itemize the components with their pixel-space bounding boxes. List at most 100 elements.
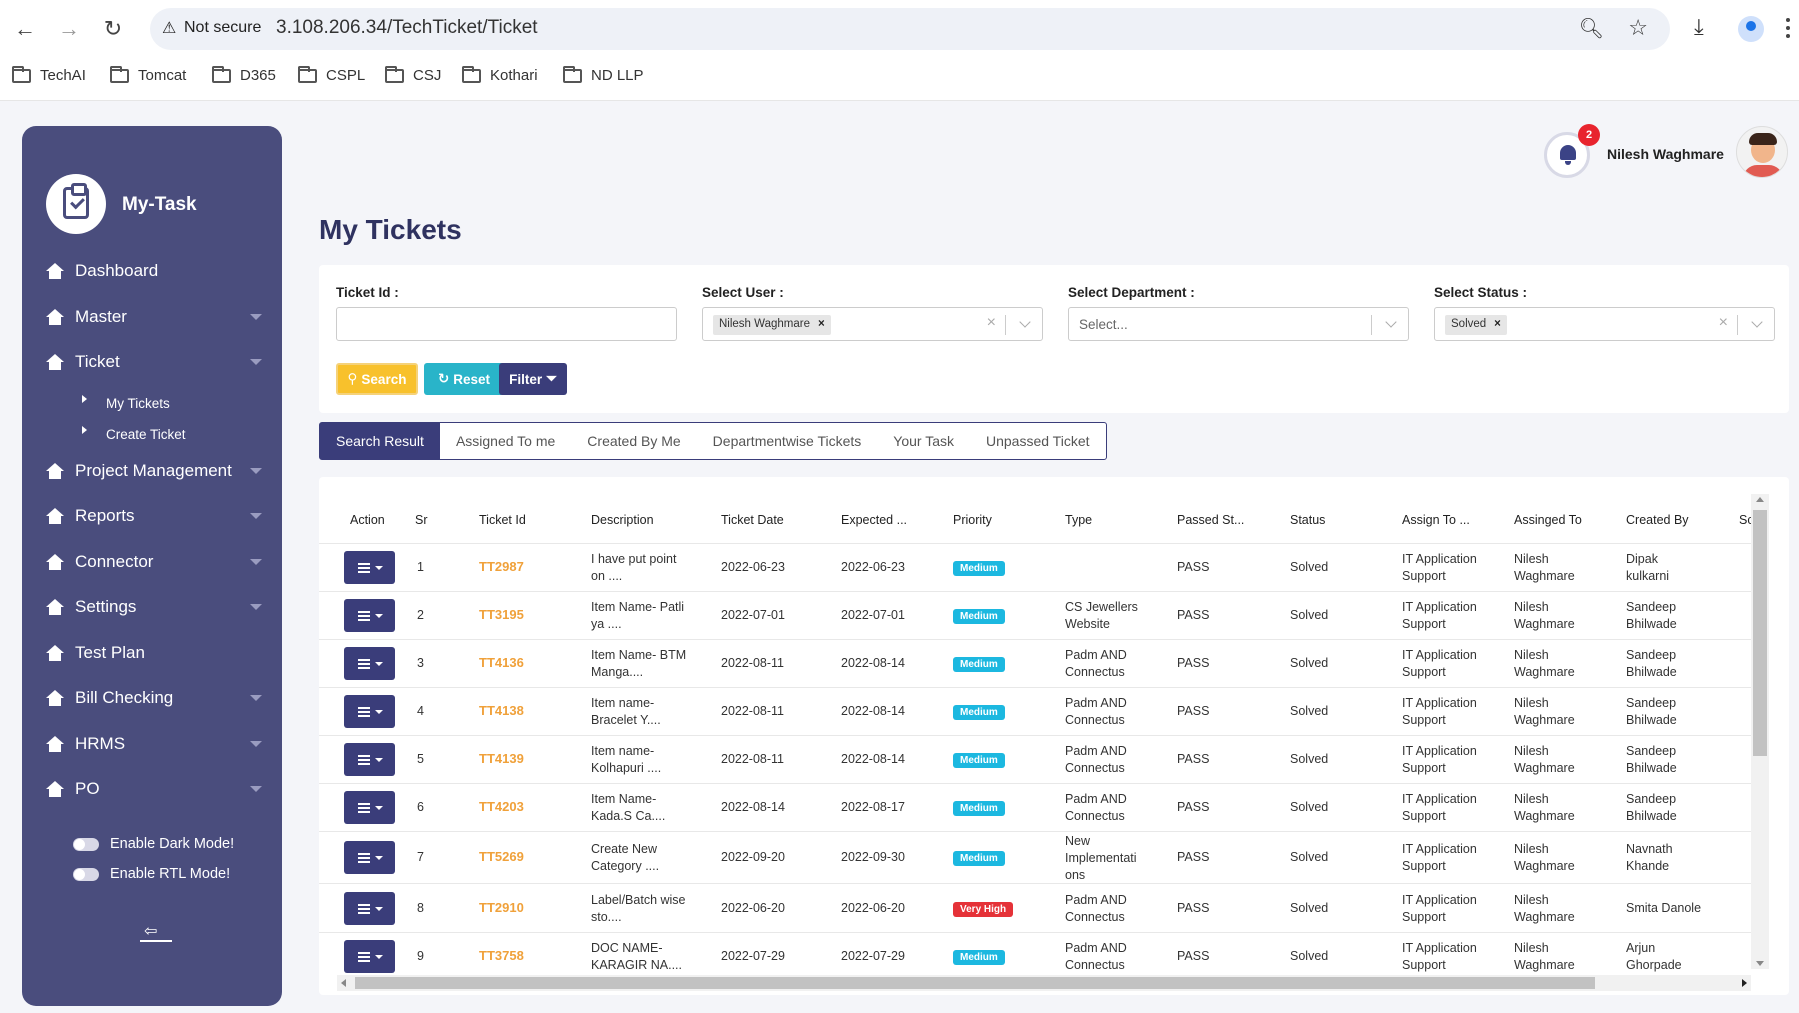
row-action-button[interactable] [344,940,395,973]
bookmark-folder[interactable]: Kothari [462,65,538,84]
column-header[interactable]: Sr [415,513,428,527]
column-header[interactable]: Description [591,513,654,527]
clear-icon[interactable]: × [986,314,996,331]
chevron-down-icon[interactable] [1385,316,1397,328]
column-header[interactable]: Action [350,513,385,527]
column-header[interactable]: Ticket Id [479,513,526,527]
table-row[interactable]: 6 TT4203 Item Name- Kada.S Ca.... 2022-08-14… [319,783,1751,831]
scroll-left-icon[interactable] [341,979,346,987]
column-header[interactable]: Assinged To [1514,513,1582,527]
bookmark-folder[interactable]: TechAI [12,65,86,84]
sidebar-subitem-create-ticket[interactable]: Create Ticket [82,426,186,442]
column-header[interactable]: Priority [953,513,992,527]
dark-mode-toggle[interactable] [73,837,99,851]
sidebar-item-project-management[interactable]: Project Management [46,456,262,486]
column-header[interactable]: Ticket Date [721,513,784,527]
avatar[interactable] [1736,126,1788,178]
rtl-mode-toggle-row[interactable]: Enable RTL Mode! [73,866,230,882]
sidebar-item-ticket[interactable]: Ticket [46,347,262,377]
column-header[interactable]: Created By [1626,513,1689,527]
reset-button[interactable]: ↻ Reset [424,363,504,395]
ticket-id-link[interactable]: TT4138 [479,703,524,718]
table-row[interactable]: 3 TT4136 Item Name- BTM Manga.... 2022-08-11… [319,639,1751,687]
filter-button[interactable]: Filter ⏷ [499,363,567,395]
table-row[interactable]: 2 TT3195 Item Name- Patli ya .... 2022-07-01… [319,591,1751,639]
ticket-id-link[interactable]: TT4136 [479,655,524,670]
tab-unpassed-ticket[interactable]: Unpassed Ticket [986,433,1090,449]
column-header[interactable]: Assign To ... [1402,513,1470,527]
row-action-button[interactable] [344,599,395,632]
download-icon[interactable]: ⤓ [1694,14,1704,39]
column-header[interactable]: Passed St... [1177,513,1245,527]
ticket-id-link[interactable]: TT2910 [479,899,524,915]
table-row[interactable]: 4 TT4138 Item name- Bracelet Y.... 2022-08-1… [319,687,1751,735]
row-action-button[interactable] [344,791,395,824]
row-action-button[interactable] [344,647,395,680]
tab-assigned-to-me[interactable]: Assigned To me [455,433,556,449]
tab-departmentwise-tickets[interactable]: Departmentwise Tickets [712,433,862,449]
back-icon[interactable]: ← [14,16,36,41]
column-header[interactable]: Status [1290,513,1326,527]
bookmark-folder[interactable]: D365 [212,65,276,84]
profile-icon[interactable] [1738,16,1764,42]
ticket-id-link[interactable]: TT3758 [479,948,524,963]
bookmark-folder[interactable]: CSPL [298,65,365,84]
clear-icon[interactable]: × [1718,314,1728,331]
row-action-button[interactable] [344,841,395,874]
select-status-dropdown[interactable]: Solved × × [1434,307,1775,341]
address-bar[interactable]: ⚠ Not secure 3.108.206.34/TechTicket/Tic… [150,8,1670,50]
table-row[interactable]: 8 TT2910 Label/Batch wise sto.... 2022-06-20… [319,883,1751,932]
row-action-button[interactable] [344,743,395,776]
table-row[interactable]: 5 TT4139 Item name- Kolhapuri .... 2022-08-1… [319,735,1751,783]
ticket-id-input[interactable] [336,307,677,341]
sidebar-item-dashboard[interactable]: Dashboard [46,256,262,286]
tab-search-result[interactable]: Search Result [320,423,440,459]
column-header[interactable]: Type [1065,513,1093,527]
sidebar-item-reports[interactable]: Reports [46,501,262,531]
vertical-scrollbar[interactable] [1751,494,1769,969]
sidebar-item-master[interactable]: Master [46,302,262,332]
menu-kebab-icon[interactable] [1786,18,1790,40]
search-button[interactable]: ⚲ Search [336,363,418,395]
dark-mode-toggle-row[interactable]: Enable Dark Mode! [73,836,234,852]
row-action-button[interactable] [344,891,395,925]
zoom-icon[interactable]: 🔍︎ [1578,18,1604,40]
sidebar-item-test-plan[interactable]: Test Plan [46,638,262,668]
table-row[interactable]: 9 TT3758 DOC NAME- KARAGIR NA.... 2022-07-29… [319,932,1751,980]
row-action-button[interactable] [344,551,395,584]
rtl-mode-toggle[interactable] [73,867,99,881]
bookmark-folder[interactable]: ND LLP [563,65,644,84]
sidebar-item-connector[interactable]: Connector [46,547,262,577]
table-row[interactable]: 1 TT2987 I have put point on .... 2022-06-23… [319,543,1751,591]
chevron-down-icon[interactable] [1751,316,1763,328]
bookmark-folder[interactable]: CSJ [385,65,441,84]
reload-icon[interactable]: ↻ [103,16,123,41]
scroll-right-icon[interactable] [1742,979,1747,987]
column-header[interactable]: Expected ... [841,513,908,527]
table-row[interactable]: 7 TT5269 Create New Category .... 2022-09-20… [319,831,1751,883]
ticket-id-link[interactable]: TT4139 [479,751,524,766]
collapse-sidebar-icon[interactable]: ⇦ [140,918,172,942]
sidebar-item-settings[interactable]: Settings [46,592,262,622]
row-action-button[interactable] [344,695,395,728]
scroll-down-icon[interactable] [1756,961,1764,966]
ticket-id-link[interactable]: TT3195 [479,607,524,622]
bookmark-folder[interactable]: Tomcat [110,65,186,84]
sidebar-item-bill-checking[interactable]: Bill Checking [46,683,262,713]
remove-chip-icon[interactable]: × [817,318,825,330]
select-user-dropdown[interactable]: Nilesh Waghmare × × [702,307,1043,341]
url-text[interactable]: 3.108.206.34/TechTicket/Ticket [276,17,538,38]
scroll-up-icon[interactable] [1756,497,1764,502]
select-department-dropdown[interactable]: Select... [1068,307,1409,341]
column-header[interactable]: Sc [1739,513,1754,527]
sidebar-subitem-my-tickets[interactable]: My Tickets [82,395,170,411]
tab-created-by-me[interactable]: Created By Me [587,433,681,449]
forward-icon[interactable]: → [58,16,80,41]
user-name[interactable]: Nilesh Waghmare [1607,146,1724,162]
ticket-id-link[interactable]: TT5269 [479,849,524,864]
chevron-down-icon[interactable] [1019,316,1031,328]
remove-chip-icon[interactable]: × [1494,318,1501,330]
ticket-id-link[interactable]: TT4203 [479,799,524,814]
horizontal-scrollbar[interactable] [337,975,1751,991]
sidebar-item-po[interactable]: PO [46,774,262,804]
